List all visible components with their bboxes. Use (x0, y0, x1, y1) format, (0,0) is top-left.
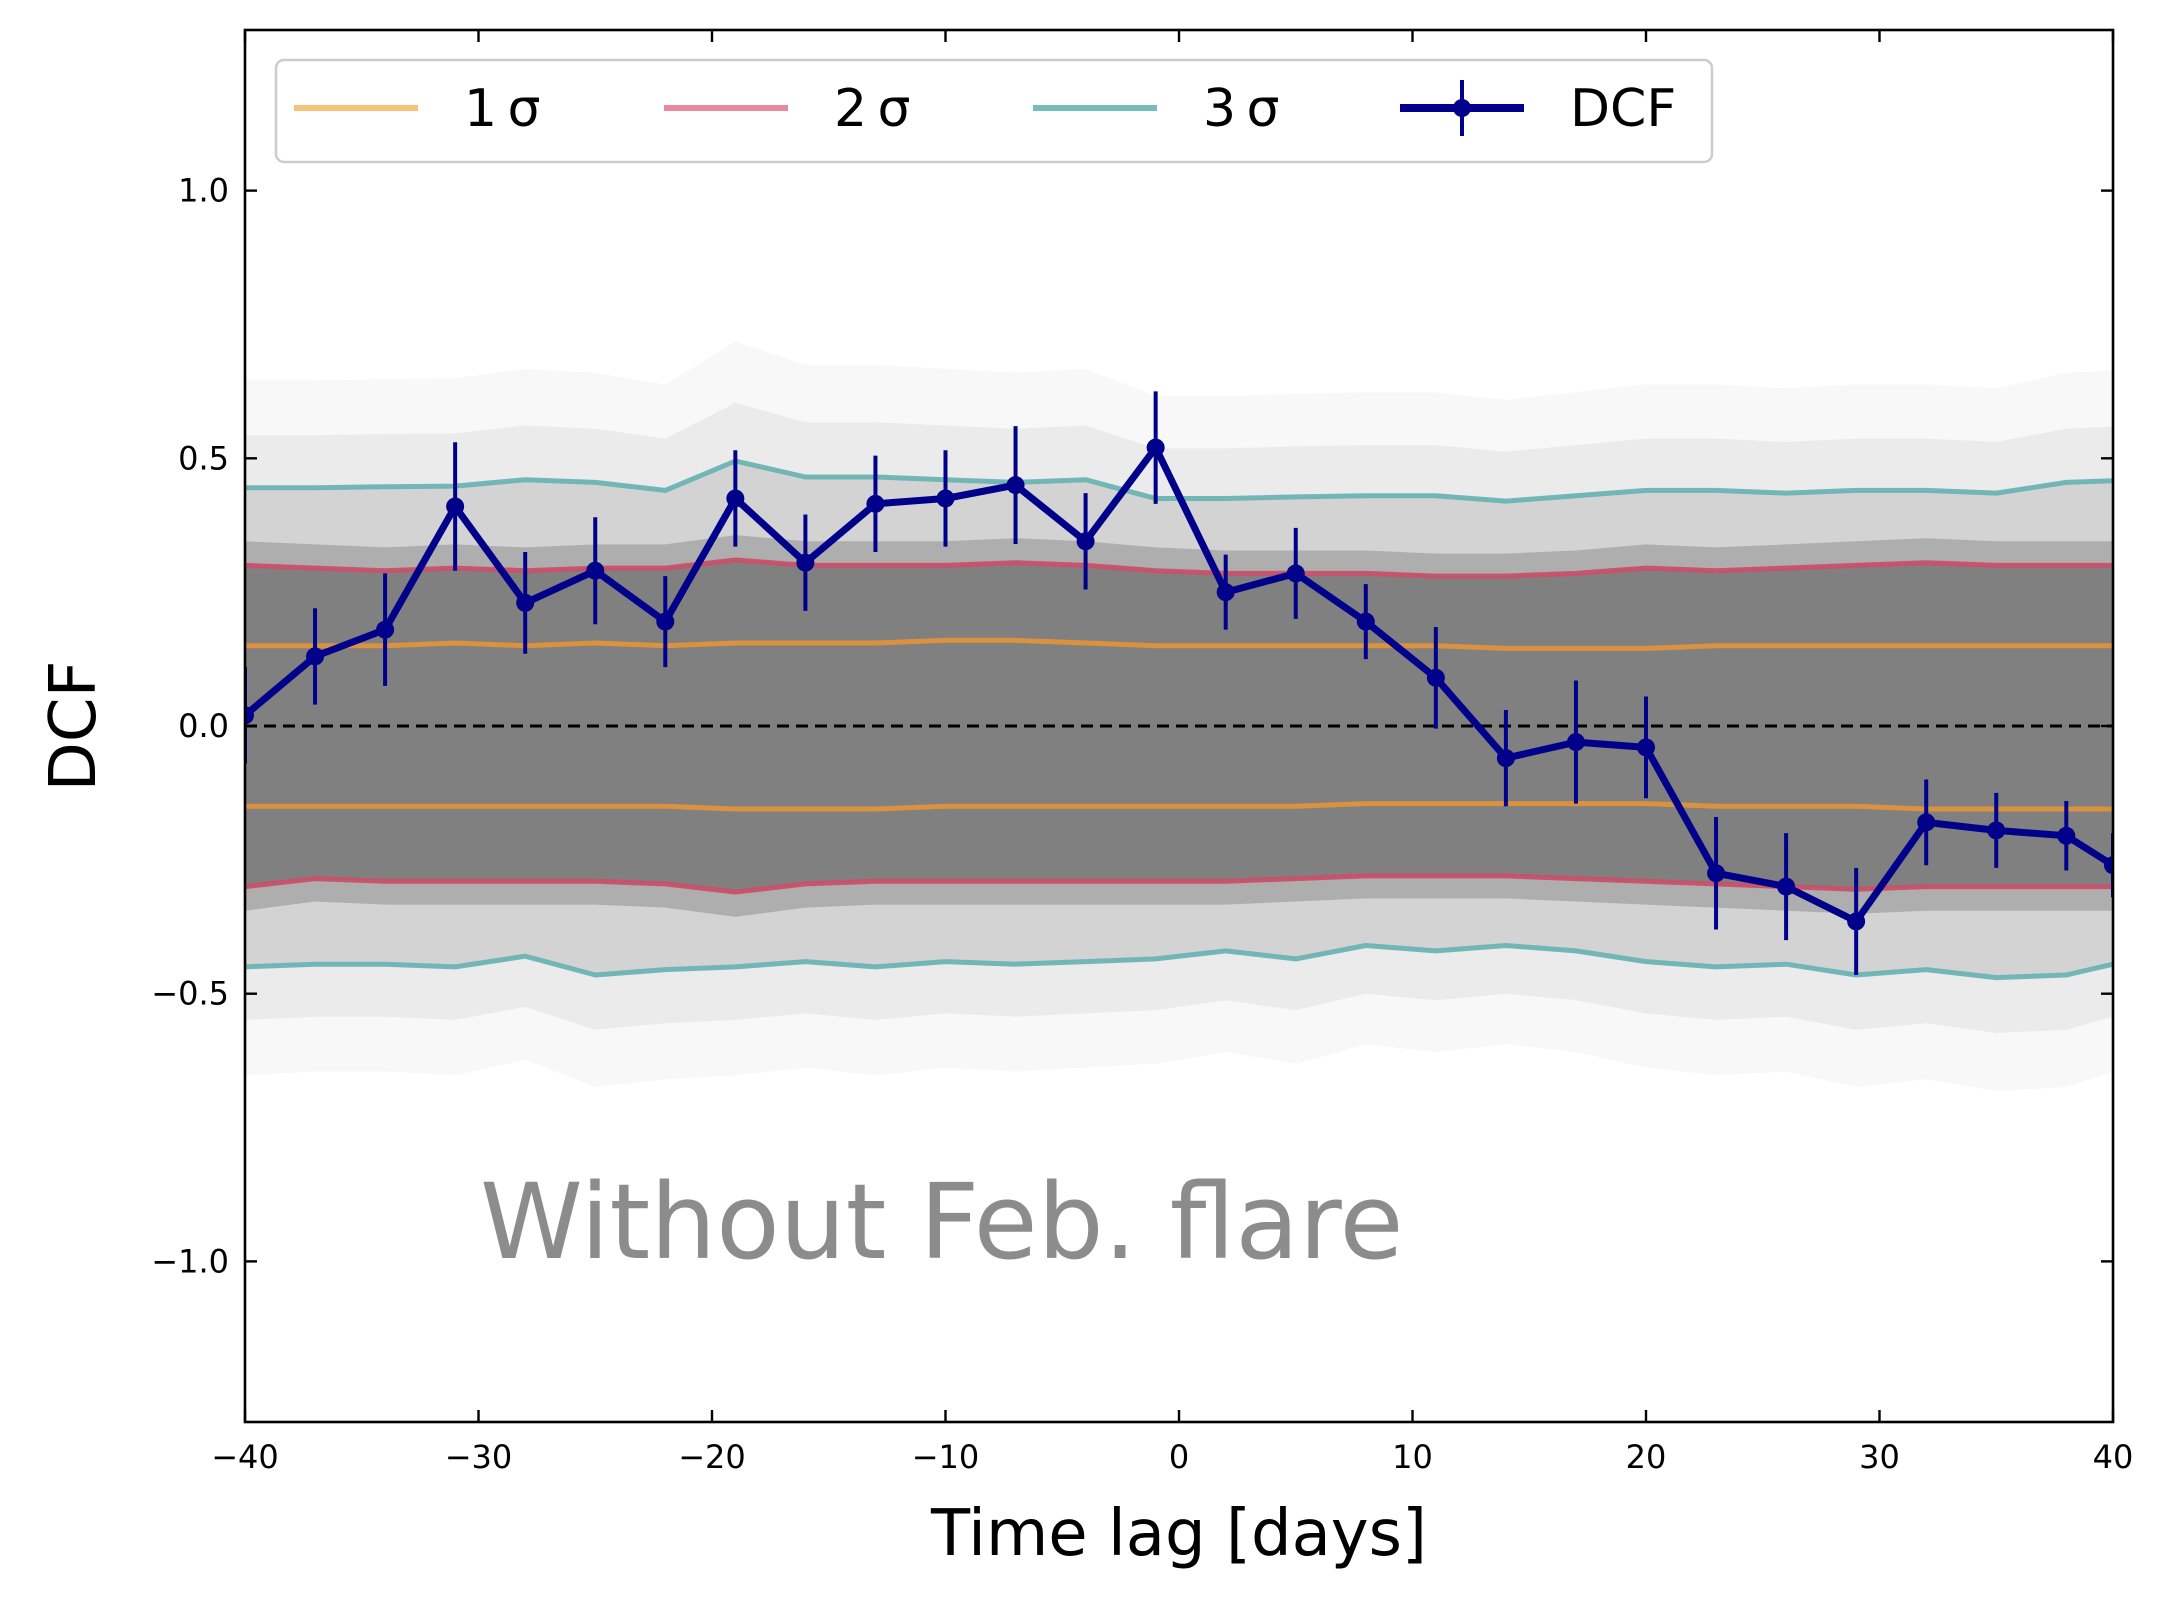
y-tick-label: 0.5 (178, 439, 229, 477)
legend-item-2: 2 σ (664, 79, 910, 139)
x-tick-label: 0 (1169, 1438, 1189, 1476)
dcf-point (1216, 583, 1235, 602)
dcf-point (306, 647, 325, 666)
y-tick-label: −1.0 (151, 1242, 229, 1280)
dcf-line (245, 444, 2113, 925)
x-axis-ticks: −40 −30 −20 −10 0 10 20 30 40 (211, 30, 2133, 1476)
dcf-point (936, 489, 955, 508)
legend-item-3: 3 σ (1033, 79, 1279, 139)
legend-label: 1 σ (464, 79, 540, 139)
dcf-point (1356, 612, 1375, 631)
sigma-2-upper-line (245, 557, 2113, 579)
sigma-2-lower-line (245, 873, 2113, 895)
dcf-point (1146, 438, 1165, 457)
x-tick-label: 20 (1626, 1438, 1667, 1476)
dcf-point (1847, 912, 1866, 931)
simulation-band (245, 341, 2113, 1091)
y-tick-label: −0.5 (151, 975, 229, 1013)
dcf-point (245, 706, 254, 725)
dcf-point (1917, 813, 1936, 832)
sigma-1-upper-line (245, 637, 2113, 651)
dcf-point (866, 494, 885, 513)
legend-label: DCF (1570, 79, 1676, 139)
y-tick-label: 1.0 (178, 172, 229, 210)
legend-label: 2 σ (834, 79, 910, 139)
x-tick-label: −30 (445, 1438, 513, 1476)
x-tick-label: −20 (678, 1438, 746, 1476)
annotation-without-feb-flare: Without Feb. flare (480, 1161, 1403, 1283)
dcf-point (1707, 864, 1726, 883)
dcf-point (1426, 668, 1445, 687)
x-tick-label: −40 (211, 1438, 279, 1476)
legend-marker (1453, 99, 1471, 117)
x-axis-title: Time lag [days] (930, 1497, 1427, 1571)
dcf-point (796, 553, 815, 572)
dcf-point (376, 620, 395, 639)
y-axis-title: DCF (37, 661, 111, 792)
dcf-point (516, 593, 535, 612)
dcf-point (1286, 564, 1305, 583)
dcf-point (1987, 821, 2006, 840)
x-tick-label: 10 (1392, 1438, 1433, 1476)
dcf-point (656, 612, 675, 631)
sigma-3-upper-line (245, 458, 2113, 504)
dcf-point (1006, 476, 1025, 495)
dcf-point (586, 561, 605, 580)
dcf-point (2104, 856, 2113, 875)
dcf-point (2057, 826, 2076, 845)
y-axis-ticks: −1.0 −0.5 0.0 0.5 1.0 (151, 172, 2113, 1280)
dcf-point (1777, 877, 1796, 896)
legend-box (274, 58, 1714, 164)
dcf-point (1566, 733, 1585, 752)
sigma-3-lower-line (245, 943, 2113, 981)
dcf-point (1076, 532, 1095, 551)
dcf-point (1496, 749, 1515, 768)
dcf-series (245, 391, 2113, 975)
legend-label: 3 σ (1203, 79, 1279, 139)
x-tick-label: −10 (912, 1438, 980, 1476)
y-tick-label: 0.0 (178, 707, 229, 745)
legend-item-dcf: DCF (1400, 79, 1676, 139)
x-tick-label: 40 (2093, 1438, 2134, 1476)
dcf-point (726, 489, 745, 508)
x-tick-label: 30 (1859, 1438, 1900, 1476)
sigma-1-lower-line (245, 801, 2113, 812)
dcf-point (1637, 738, 1655, 757)
legend-item-1: 1 σ (294, 79, 540, 139)
legend: 1 σ 2 σ 3 σ DCF (274, 58, 1714, 164)
sigma-levels (245, 458, 2113, 981)
dcf-point (446, 497, 465, 516)
